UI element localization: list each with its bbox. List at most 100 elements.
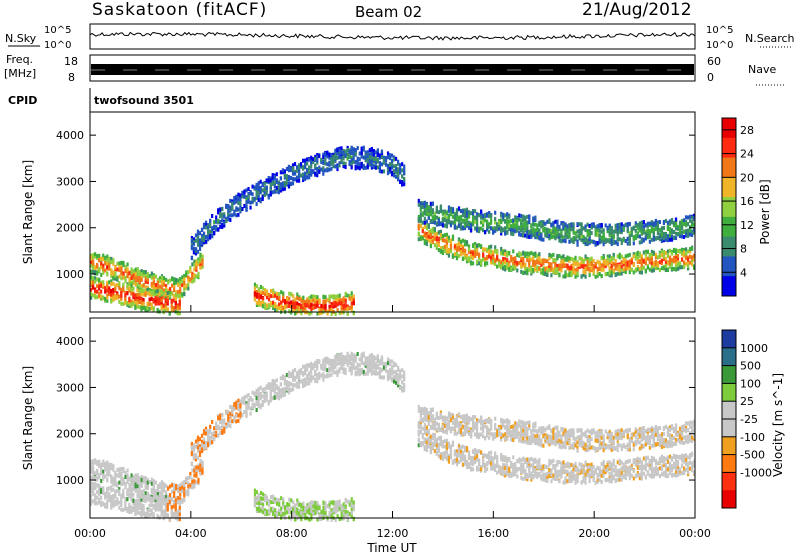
velocity-cell	[288, 510, 290, 514]
power-cell	[148, 298, 150, 302]
power-cell	[568, 240, 570, 244]
y-tick-label: 3000	[56, 175, 84, 188]
power-cell	[657, 226, 659, 230]
power-cell	[312, 306, 314, 310]
velocity-cell	[136, 507, 138, 511]
power-cell	[599, 239, 601, 243]
power-cell	[655, 219, 657, 223]
power-cell	[643, 266, 645, 270]
power-cell	[558, 267, 560, 271]
power-cell	[167, 299, 169, 303]
power-cell	[434, 243, 436, 247]
power-cell	[294, 297, 296, 301]
power-cell	[687, 257, 689, 261]
velocity-cell	[179, 487, 181, 491]
power-cell	[169, 279, 171, 283]
velocity-cell	[139, 485, 141, 489]
power-cell	[286, 181, 288, 185]
power-cell	[418, 232, 420, 236]
power-cell	[116, 283, 118, 287]
power-cell	[302, 300, 304, 304]
power-cell	[444, 249, 446, 253]
power-cell	[494, 217, 496, 221]
velocity-cell	[292, 507, 294, 511]
velocity-cell	[124, 499, 126, 503]
power-cell	[278, 190, 280, 194]
power-cell	[462, 213, 464, 217]
power-cell	[536, 223, 538, 227]
power-cell	[520, 233, 522, 237]
power-cell	[403, 171, 405, 175]
velocity-cell	[254, 489, 256, 493]
power-cell	[639, 223, 641, 227]
power-cell	[492, 256, 494, 260]
power-cell	[462, 247, 464, 251]
power-cell	[142, 306, 144, 310]
velocity-cell	[270, 495, 272, 499]
power-cell	[669, 238, 671, 242]
power-cell	[578, 263, 580, 267]
power-cell	[442, 246, 444, 250]
velocity-cell	[177, 496, 179, 500]
power-cell	[177, 283, 179, 287]
power-cell	[470, 262, 472, 266]
velocity-cell	[130, 508, 132, 512]
power-cell	[568, 229, 570, 233]
velocity-cell	[266, 501, 268, 505]
power-cell	[130, 288, 132, 292]
power-cell	[643, 259, 645, 263]
noise-bottom-tick-left: 10^0	[44, 40, 71, 51]
power-cell	[568, 266, 570, 270]
power-cell	[611, 271, 613, 275]
power-cell	[96, 277, 98, 281]
power-cell	[671, 258, 673, 262]
power-cell	[522, 231, 524, 235]
power-cell	[112, 288, 114, 292]
power-cell	[335, 295, 337, 299]
power-cell	[450, 223, 452, 227]
velocity-cell	[163, 510, 165, 514]
power-cell	[578, 236, 580, 240]
power-cell	[112, 276, 114, 280]
velocity-cell	[112, 502, 114, 506]
velocity-cell	[256, 507, 258, 511]
power-cell	[153, 280, 155, 284]
power-cell	[284, 300, 286, 304]
power-cell	[675, 236, 677, 240]
velocity-cell	[187, 489, 189, 493]
power-cell	[597, 233, 599, 237]
velocity-cell	[282, 512, 284, 516]
power-cell	[599, 229, 601, 233]
power-cell	[385, 163, 387, 167]
power-cell	[601, 224, 603, 228]
velocity-cell	[155, 480, 157, 484]
velocity-cell	[96, 470, 98, 474]
power-cell	[314, 172, 316, 176]
velocity-cell	[147, 481, 149, 485]
velocity-cell	[191, 486, 193, 490]
power-cell	[235, 213, 237, 217]
power-cell	[496, 255, 498, 259]
power-cell	[292, 177, 294, 181]
velocity-cell	[266, 498, 268, 502]
power-cell	[126, 284, 128, 288]
power-cell	[534, 232, 536, 236]
power-cell	[512, 249, 514, 253]
velocity-cell	[92, 472, 94, 476]
power-cell	[342, 151, 344, 155]
power-cell	[683, 235, 685, 239]
power-cell	[266, 303, 268, 307]
power-cell	[679, 250, 681, 254]
power-cell	[183, 277, 185, 281]
power-cell	[124, 293, 126, 297]
power-cell	[137, 268, 139, 272]
power-cell	[288, 297, 290, 301]
power-cell	[296, 176, 298, 180]
power-cell	[112, 258, 114, 262]
power-cell	[96, 295, 98, 299]
freq-panel: Freq. [MHz] 18 8 60 0 Nave	[4, 53, 786, 85]
power-cell	[601, 263, 603, 267]
power-cell	[601, 235, 603, 239]
power-cell	[446, 219, 448, 223]
power-cell	[359, 152, 361, 156]
